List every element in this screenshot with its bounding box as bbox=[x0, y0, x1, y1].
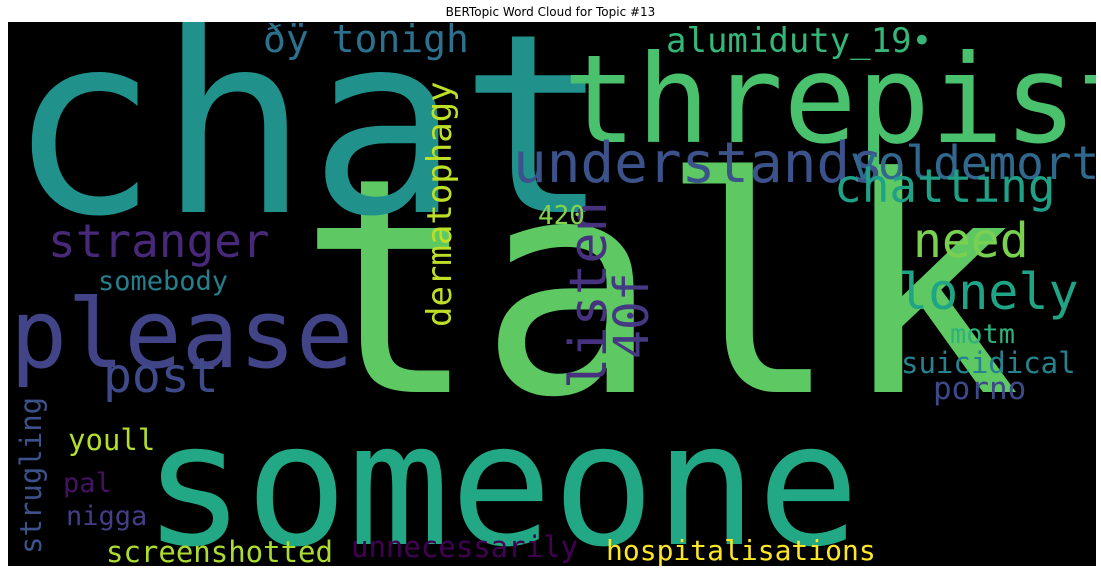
word-post: post bbox=[103, 348, 219, 404]
word-unnecessarily: unnecessarily bbox=[351, 530, 578, 564]
word-threpist: threpist bbox=[563, 29, 1096, 171]
word-cloud-canvas: talk chat someone threpist please understands… bbox=[8, 22, 1096, 566]
word-420: 420 bbox=[538, 201, 585, 231]
word-40f: 40f bbox=[604, 272, 660, 359]
word-pal: pal bbox=[63, 468, 112, 499]
word-strugling: strugling bbox=[14, 397, 48, 554]
word-dermatophagy: dermatophagy bbox=[420, 81, 460, 327]
word-youll: youll bbox=[68, 423, 155, 457]
word-lonely: lonely bbox=[898, 263, 1079, 321]
word-someone: someone bbox=[143, 387, 859, 566]
word-tonigh: ðÿ tonigh bbox=[263, 22, 469, 61]
word-chatting: chatting bbox=[834, 159, 1056, 213]
word-voldemort: voldemort bbox=[850, 136, 1096, 190]
word-need: need bbox=[913, 213, 1029, 269]
word-chat: chat bbox=[8, 22, 610, 271]
word-stranger: stranger bbox=[48, 214, 270, 268]
word-porno: porno bbox=[933, 371, 1026, 407]
word-suicidical: suicidical bbox=[901, 346, 1076, 380]
word-please: please bbox=[10, 280, 353, 390]
word-screenshotted: screenshotted bbox=[106, 535, 333, 566]
word-motm: motm bbox=[950, 319, 1015, 350]
word-somebody: somebody bbox=[98, 266, 228, 297]
chart-title: BERTopic Word Cloud for Topic #13 bbox=[445, 5, 656, 19]
word-talk: talk bbox=[298, 114, 1020, 463]
word-alumiduty-19: alumiduty_19• bbox=[666, 22, 932, 61]
word-nigga: nigga bbox=[66, 501, 147, 532]
word-listen: listen bbox=[559, 201, 619, 389]
word-understands: understands bbox=[513, 131, 884, 196]
word-hospitalisations: hospitalisations bbox=[606, 534, 876, 566]
